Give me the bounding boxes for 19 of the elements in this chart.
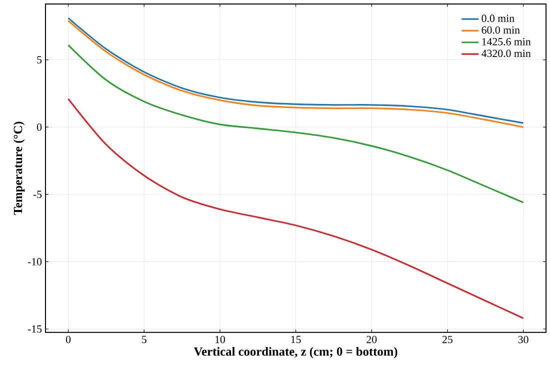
y-tick-label: -10: [28, 258, 42, 266]
legend-label: 60.0 min: [482, 26, 520, 34]
x-tick-label: 15: [291, 336, 301, 344]
y-tick-label: -5: [33, 190, 42, 198]
x-tick-label: 30: [518, 336, 528, 344]
x-tick-label: 0: [66, 336, 71, 344]
legend-label: 4320.0 min: [482, 50, 531, 58]
y-axis-title: Temperature (°C): [13, 122, 25, 215]
line-series: [67, 98, 524, 320]
x-tick-label: 20: [366, 336, 377, 344]
y-tick-label: 5: [37, 56, 42, 64]
y-tick-label: 0: [36, 123, 42, 131]
x-tick-label: 5: [142, 336, 146, 344]
x-tick-label: 25: [442, 336, 452, 344]
y-tick-label: -15: [28, 325, 42, 333]
x-tick-label: 10: [215, 336, 225, 344]
legend-label: 1425.6 min: [482, 38, 531, 46]
x-axis-title: Vertical coordinate, z (cm; 0 = bottom): [194, 347, 398, 358]
legend-label: 0.0 min: [482, 14, 514, 22]
